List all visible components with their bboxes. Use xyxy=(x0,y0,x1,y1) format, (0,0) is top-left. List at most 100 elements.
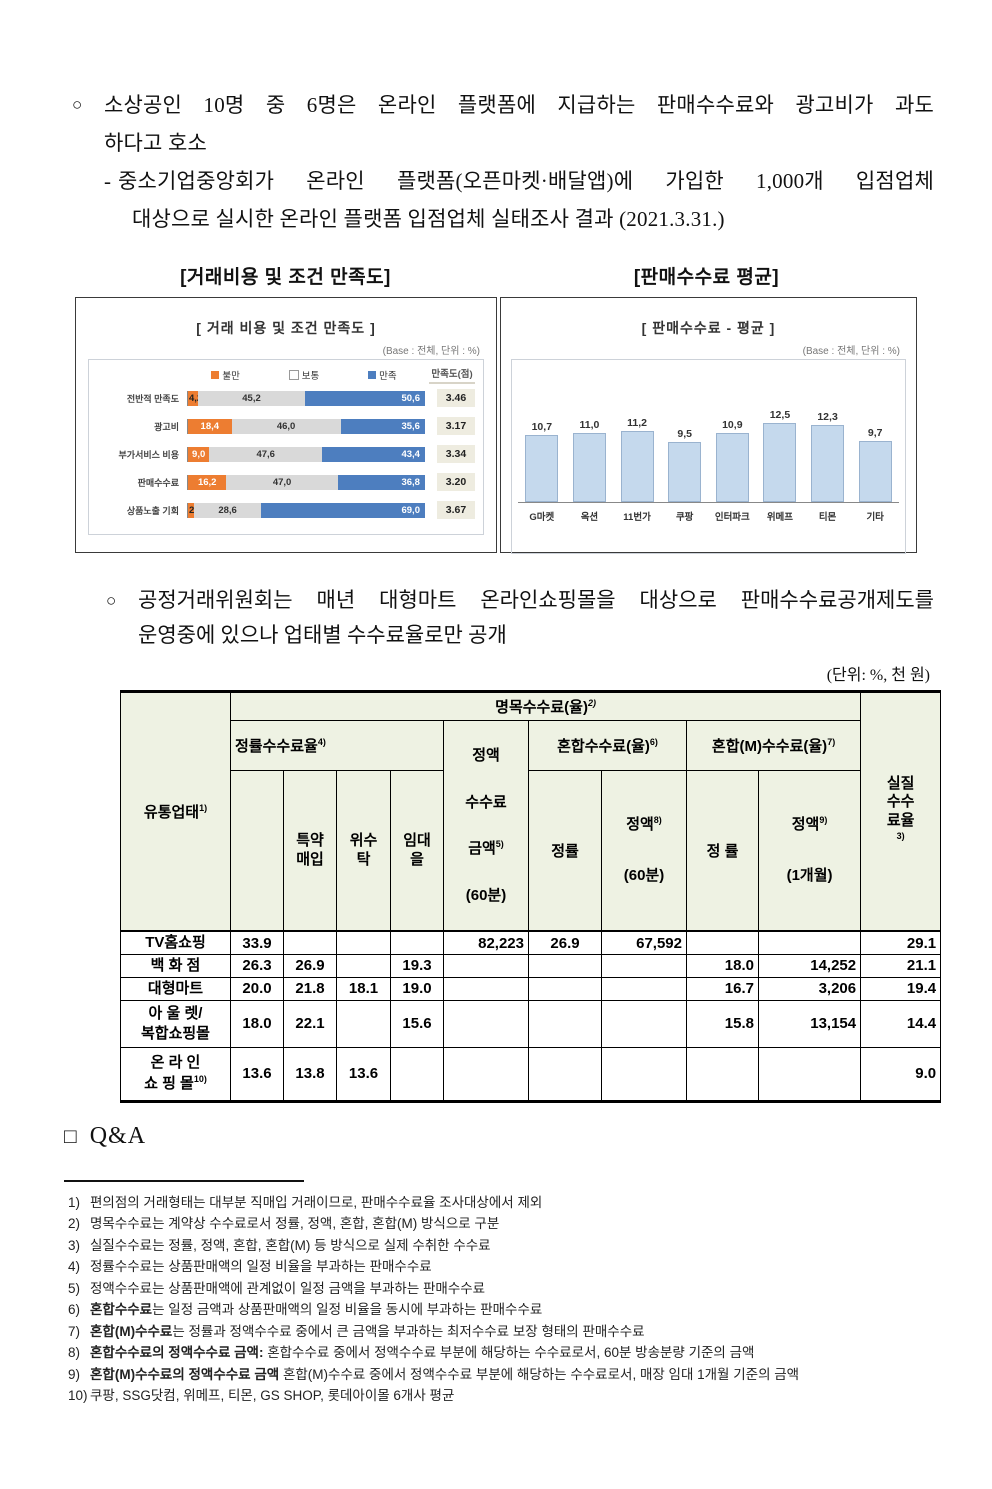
section2-text-2: 운영중에 있으나 업태별 수수료율로만 공개 xyxy=(138,623,507,647)
intro-sub-line-1: - 중소기업중앙회가 온라인 플랫폼(오픈마켓·배달앱)에 가입한 1,000개… xyxy=(104,162,934,200)
intro-text-2: 하다고 호소 xyxy=(104,131,208,155)
table-row: 백 화 점 26.3 26.9 19.3 18.0 14,252 21.1 xyxy=(120,953,942,978)
footnote-text: 명목수수료는 계약상 수수료로서 정률, 정액, 혼합, 혼합(M) 방식으로 … xyxy=(90,1216,500,1232)
satisfaction-score: 3.46 xyxy=(437,389,475,407)
table-cell xyxy=(528,999,602,1048)
table-cell xyxy=(528,1046,602,1102)
satisfaction-row: 전반적 만족도 4,2 45,2 50,6 3.46 xyxy=(95,384,475,412)
satisfaction-chart-title: [ 거래 비용 및 조건 만족도 ] xyxy=(196,320,376,336)
footnote-line: 7) 혼합(M)수수료는 정률과 정액수수료 중에서 큰 금액을 부과하는 최저수… xyxy=(68,1321,946,1343)
satisfaction-chart-rows: 전반적 만족도 4,2 45,2 50,6 3.46 광고비 18,4 46,0 35,6 3.1… xyxy=(95,384,475,524)
satisfaction-score: 3.34 xyxy=(437,445,475,463)
footnote-text: 는 일정 금액과 상품판매액의 일정 비율을 동시에 부과하는 판매수수료 xyxy=(152,1302,543,1318)
footnote-number: 1) xyxy=(68,1194,81,1210)
table-cell: 20.0 xyxy=(230,976,284,1001)
table-cell: 26.9 xyxy=(528,930,602,955)
satisfaction-score: 3.67 xyxy=(437,501,475,519)
footnote-bold-term: 혼합(M)수수료 xyxy=(90,1323,173,1339)
table-cell xyxy=(601,1046,687,1102)
intro-line-2: 하다고 호소 xyxy=(104,124,934,162)
score-column-header: 만족도(점) xyxy=(429,366,475,384)
table-cell xyxy=(601,999,687,1048)
table-cell: 26.3 xyxy=(230,953,284,978)
table-cell xyxy=(390,1046,444,1102)
footnote-line: 10) 쿠팡, SSG닷컴, 위메프, 티몬, GS SHOP, 롯데아이몰 6개… xyxy=(68,1385,946,1407)
table-cell xyxy=(528,976,602,1001)
col-header-rate-fee-group: 정률수수료율4) xyxy=(230,720,444,771)
bar-segment-불만: 9,0 xyxy=(188,446,210,462)
fee-bar xyxy=(763,423,797,502)
table-cell: 13.6 xyxy=(230,1046,284,1102)
bar-segment-value: 4,2 xyxy=(189,392,203,404)
col-header-consignment: 위수 탁 xyxy=(336,769,391,932)
col-header-lease-b: 임대 을 xyxy=(390,769,444,932)
footnote-line: 5) 정액수수료는 상품판매액에 관계없이 일정 금액을 부과하는 판매수수료 xyxy=(68,1278,946,1300)
intro-section: ○ 소상공인 10명 중 6명은 온라인 플랫폼에 지급하는 판매수수료와 광고… xyxy=(72,86,934,238)
table-cell: 21.8 xyxy=(283,976,337,1001)
fee-bar-value: 10,9 xyxy=(722,419,743,431)
table-cell xyxy=(528,953,602,978)
footnote-line: 3) 실질수수료는 정률, 정액, 혼합, 혼합(M) 등 방식으로 실제 수취한… xyxy=(68,1235,946,1257)
table-cell xyxy=(336,999,391,1048)
legend-item-dissatisfied: 불만 xyxy=(211,368,240,382)
table-cell: 15.6 xyxy=(390,999,444,1048)
satisfaction-row-label: 광고비 xyxy=(154,421,179,432)
intro-sub-line-2: 대상으로 실시한 온라인 플랫폼 입점업체 실태조사 결과 (2021.3.31… xyxy=(132,200,934,238)
fee-category-label: 기타 xyxy=(866,512,884,523)
footnote-text: 정률수수료는 상품판매액의 일정 비율을 부과하는 판매수수료 xyxy=(90,1259,432,1275)
bar-segment-만족: 50,6 xyxy=(305,390,425,406)
bar-segment-value: 69,0 xyxy=(401,504,420,516)
fee-bar xyxy=(715,433,749,502)
table-cell: 13.8 xyxy=(283,1046,337,1102)
satisfaction-row: 판매수수료 16,2 47,0 36,8 3.20 xyxy=(95,468,475,496)
table-cell xyxy=(443,999,529,1048)
bar-segment-보통: 45,2 xyxy=(197,390,306,406)
fee-disclosure-table: 유통업태1) 명목수수료(율)2) 실질 수수 료율 3) 정률수수료율4) 정액… xyxy=(120,690,942,1103)
fee-bar-cell: 10,9 xyxy=(709,419,757,502)
satisfaction-chart-plot: 불만 보통 만족 만족도(점) 전반적 만족도 4,2 45,2 50,6 3.46 광고… xyxy=(88,359,484,535)
bar-segment-value: 47,6 xyxy=(256,448,275,460)
satisfaction-chart-legend: 불만 보통 만족 만족도(점) xyxy=(95,366,475,384)
col-header-mixed-fee: 혼합수수료(율)6) xyxy=(528,720,687,771)
table-cell: 33.9 xyxy=(230,930,284,955)
row-label: 온 라 인 쇼 핑 몰10) xyxy=(120,1046,231,1102)
footnotes: 1) 편의점의 거래형태는 대부분 직매입 거래이므로, 판매수수료율 조사대상에… xyxy=(68,1192,946,1407)
table-cell: 13,154 xyxy=(757,999,862,1048)
footnote-separator xyxy=(64,1179,304,1182)
bar-segment-value: 36,8 xyxy=(401,476,420,488)
table-cell: 26.9 xyxy=(283,953,337,978)
col-header-distribution-type: 유통업태1) xyxy=(120,691,231,932)
footnote-number: 7) xyxy=(68,1323,81,1339)
table-cell: 19.3 xyxy=(390,953,444,978)
legend-item-neutral: 보통 xyxy=(288,368,319,382)
footnote-number: 2) xyxy=(68,1216,81,1232)
intro-sub-text-1: 중소기업중앙회가 온라인 플랫폼(오픈마켓·배달앱)에 가입한 1,000개 입… xyxy=(118,169,934,193)
fee-bar-value: 9,5 xyxy=(677,428,692,440)
bar-segment-만족: 69,0 xyxy=(261,502,425,518)
footnote-text: 실질수수료는 정률, 정액, 혼합, 혼합(M) 등 방식으로 실제 수취한 수… xyxy=(90,1237,491,1253)
footnote-line: 8) 혼합수수료의 정액수수료 금액: 혼합수수료 중에서 정액수수료 부분에 해… xyxy=(68,1342,946,1364)
fee-category-label: 쿠팡 xyxy=(675,512,694,523)
footnote-number: 3) xyxy=(68,1237,81,1253)
footnote-number: 5) xyxy=(68,1280,81,1296)
fee-bar-cell: 9,5 xyxy=(661,428,709,502)
section2-text-1: 공정거래위원회는 매년 대형마트 온라인쇼핑몰을 대상으로 판매수수료공개제도를 xyxy=(138,588,934,612)
satisfaction-bar-track: 18,4 46,0 35,6 xyxy=(187,418,425,434)
fee-bar xyxy=(525,435,559,502)
table-cell: 19.0 xyxy=(390,976,444,1001)
footnote-line: 4) 정률수수료는 상품판매액의 일정 비율을 부과하는 판매수수료 xyxy=(68,1256,946,1278)
fee-bar-value: 9,7 xyxy=(867,427,883,439)
fee-category-label: 인터파크 xyxy=(714,512,750,523)
bar-segment-만족: 43,4 xyxy=(322,446,425,462)
table-cell: 14.4 xyxy=(860,999,942,1048)
fee-category-label: 위메프 xyxy=(766,512,794,523)
row-label: TV홈쇼핑 xyxy=(120,930,231,955)
table-cell xyxy=(757,930,862,955)
col-header-special-purchase: 특약 매입 xyxy=(283,769,337,932)
row-label: 백 화 점 xyxy=(120,953,231,978)
satisfaction-row-label: 부가서비스 비용 xyxy=(118,449,179,460)
section2: ○ 공정거래위원회는 매년 대형마트 온라인쇼핑몰을 대상으로 판매수수료공개제… xyxy=(106,583,934,653)
fee-category-label: 옥션 xyxy=(580,512,599,523)
footnote-bold-term: 혼합(M)수수료의 정액수수료 금액 xyxy=(90,1366,280,1382)
table-cell: 82,223 xyxy=(443,930,529,955)
